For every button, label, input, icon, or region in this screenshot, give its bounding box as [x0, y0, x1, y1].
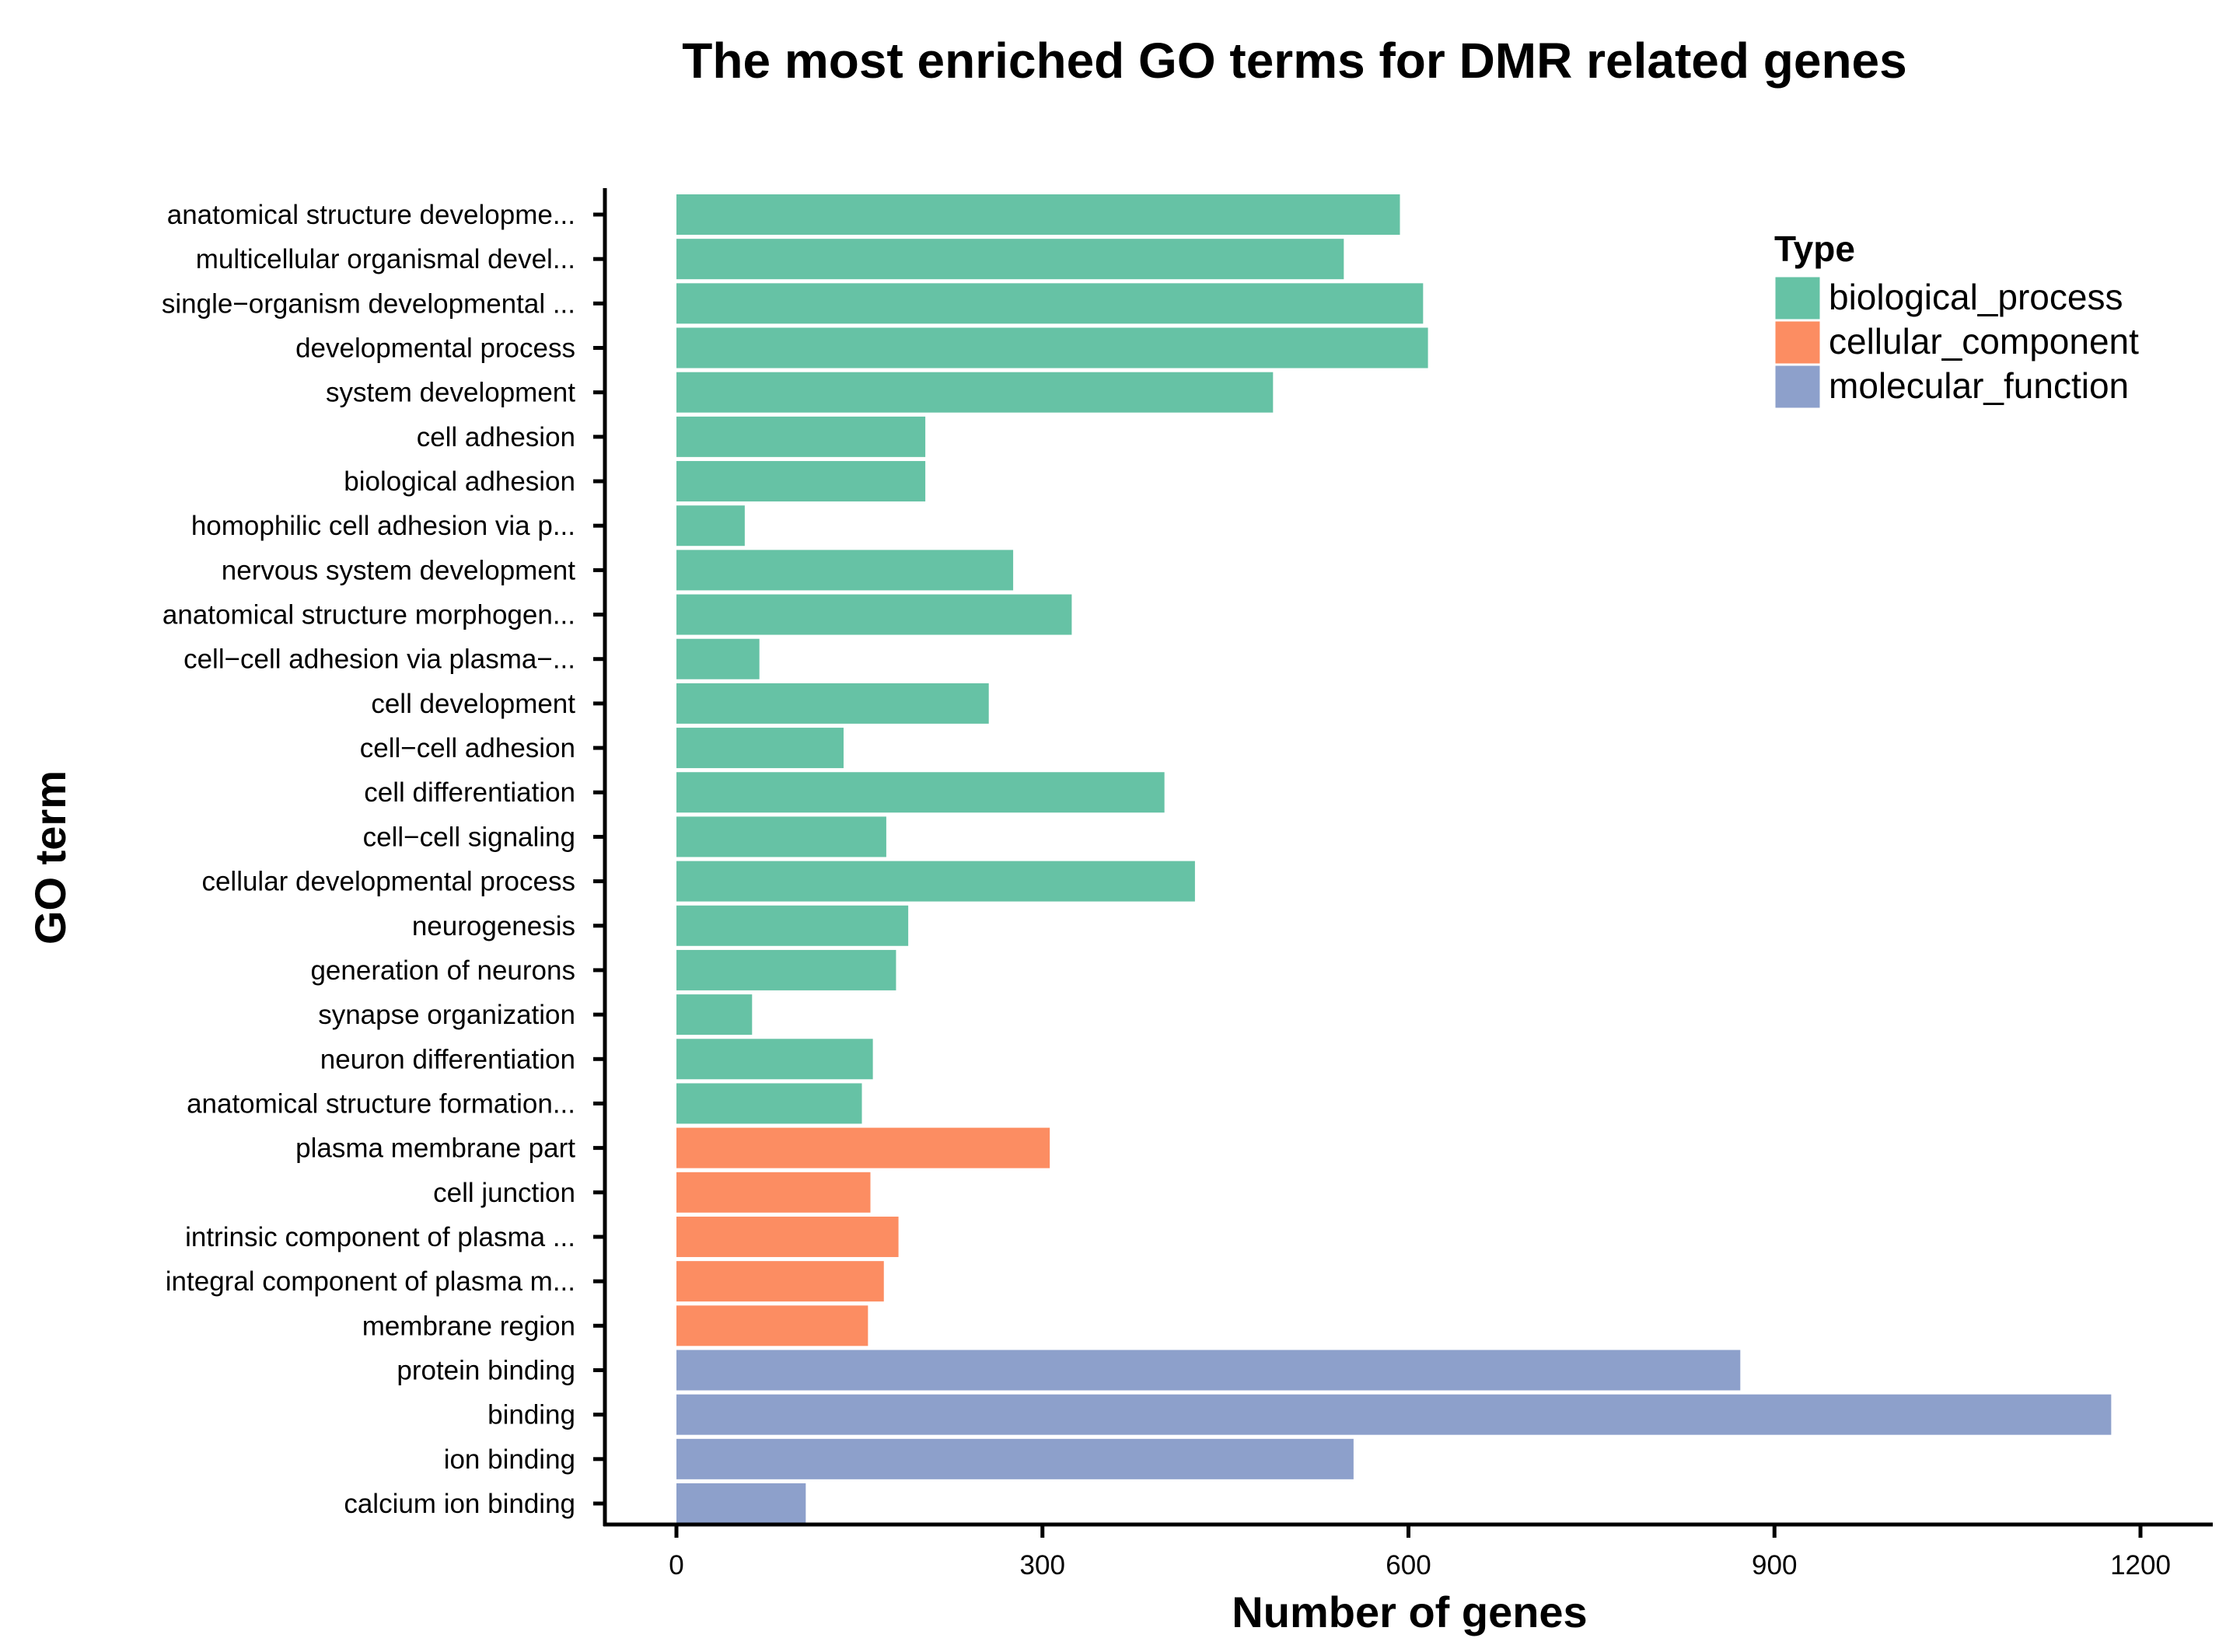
chart-title: The most enriched GO terms for DMR relat…	[682, 33, 1906, 89]
y-tick-label-24: integral component of plasma m...	[166, 1266, 575, 1297]
bar-22	[676, 1172, 871, 1213]
bar-15	[676, 861, 1195, 902]
legend-swatch-1	[1773, 319, 1822, 366]
bar-7	[676, 505, 745, 547]
legend-label-0: biological_process	[1829, 277, 2123, 317]
bar-12	[676, 728, 844, 769]
y-tick-label-22: cell junction	[433, 1178, 575, 1208]
legend-label-1: cellular_component	[1829, 321, 2139, 361]
bar-24	[676, 1261, 884, 1302]
bar-19	[676, 1039, 873, 1080]
legend-swatch-2	[1773, 363, 1822, 410]
bar-13	[676, 772, 1165, 813]
bar-8	[676, 550, 1014, 591]
x-tick-label-1: 300	[1020, 1550, 1065, 1580]
y-tick-label-26: protein binding	[397, 1355, 575, 1385]
x-tick-marks	[674, 1525, 2143, 1538]
y-tick-label-25: membrane region	[362, 1311, 575, 1341]
y-tick-label-15: cellular developmental process	[201, 867, 575, 897]
bar-17	[676, 949, 896, 990]
y-tick-label-3: developmental process	[295, 334, 575, 364]
bar-2	[676, 283, 1424, 324]
bar-10	[676, 638, 760, 679]
bar-28	[676, 1438, 1354, 1479]
y-tick-label-14: cell−cell signaling	[363, 822, 575, 852]
bar-18	[676, 994, 753, 1036]
bar-29	[676, 1483, 806, 1524]
bar-1	[676, 239, 1344, 280]
y-tick-label-27: binding	[487, 1400, 575, 1430]
bars-group	[676, 194, 2112, 1524]
bar-26	[676, 1350, 1741, 1391]
x-tick-label-0: 0	[669, 1550, 683, 1580]
bar-25	[676, 1305, 868, 1346]
x-tick-label-3: 900	[1752, 1550, 1797, 1580]
bar-3	[676, 327, 1428, 368]
y-tick-label-11: cell development	[371, 689, 575, 719]
bar-9	[676, 594, 1072, 635]
y-tick-label-2: single−organism developmental ...	[162, 288, 575, 319]
y-tick-label-21: plasma membrane part	[295, 1133, 575, 1164]
y-tick-label-12: cell−cell adhesion	[360, 733, 575, 763]
bar-21	[676, 1127, 1050, 1168]
legend-swatch-0	[1773, 274, 1822, 322]
bar-23	[676, 1216, 899, 1257]
y-tick-label-28: ion binding	[444, 1444, 575, 1475]
x-tick-label-2: 600	[1386, 1550, 1431, 1580]
y-tick-label-6: biological adhesion	[344, 466, 575, 497]
y-tick-label-5: cell adhesion	[417, 422, 575, 452]
y-tick-label-0: anatomical structure developme...	[167, 200, 575, 230]
bar-27	[676, 1394, 2112, 1435]
y-tick-label-1: multicellular organismal devel...	[196, 244, 575, 274]
y-tick-label-4: system development	[326, 378, 575, 408]
y-tick-label-29: calcium ion binding	[344, 1489, 575, 1519]
y-tick-label-8: nervous system development	[222, 555, 575, 585]
y-tick-labels: anatomical structure developme... multice…	[162, 200, 575, 1519]
bar-0	[676, 194, 1400, 235]
x-tick-label-4: 1200	[2110, 1550, 2171, 1580]
y-tick-label-17: generation of neurons	[310, 955, 575, 986]
y-axis-title: GO term	[26, 770, 75, 945]
y-tick-label-20: anatomical structure formation...	[187, 1088, 575, 1119]
bar-6	[676, 461, 926, 502]
y-tick-label-23: intrinsic component of plasma ...	[185, 1222, 575, 1252]
bar-14	[676, 816, 886, 857]
legend: Type biological_processcellular_componen…	[1773, 229, 2139, 410]
y-tick-label-18: synapse organization	[318, 1000, 575, 1030]
bar-5	[676, 416, 926, 457]
bar-16	[676, 905, 909, 946]
x-axis-title: Number of genes	[1232, 1587, 1587, 1636]
legend-title: Type	[1774, 229, 1855, 269]
bar-11	[676, 683, 989, 724]
y-tick-label-9: anatomical structure morphogen...	[162, 600, 575, 630]
legend-label-2: molecular_function	[1829, 365, 2129, 406]
x-tick-labels: 0 300 600 900 1200	[669, 1550, 2171, 1580]
y-tick-label-19: neuron differentiation	[320, 1044, 575, 1074]
bar-4	[676, 372, 1274, 413]
y-tick-label-10: cell−cell adhesion via plasma−...	[183, 644, 575, 675]
y-tick-label-16: neurogenesis	[412, 911, 575, 941]
y-tick-label-13: cell differentiation	[364, 777, 575, 808]
y-tick-label-7: homophilic cell adhesion via p...	[191, 511, 575, 541]
bar-20	[676, 1083, 862, 1124]
